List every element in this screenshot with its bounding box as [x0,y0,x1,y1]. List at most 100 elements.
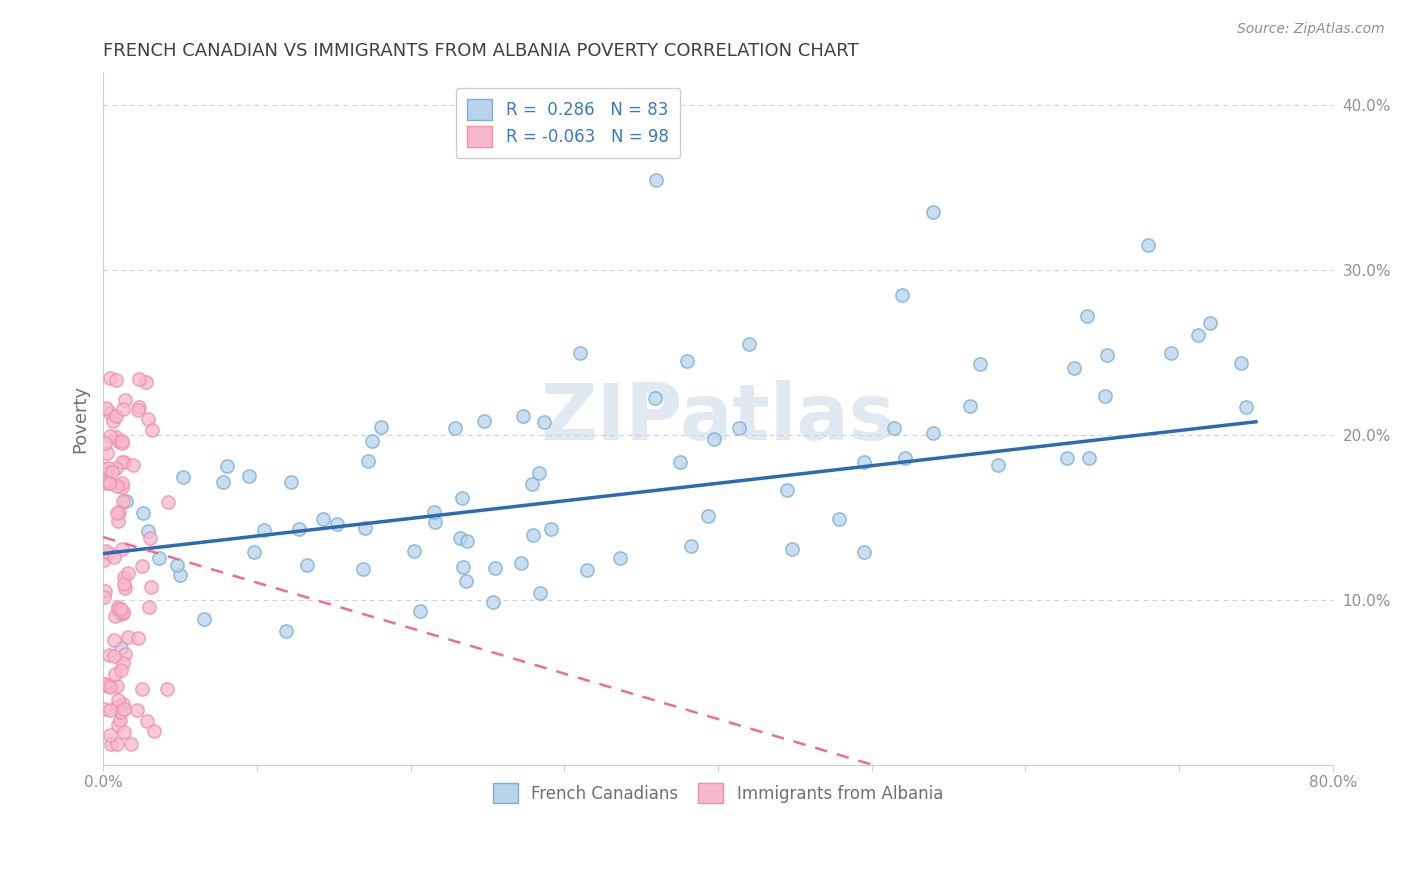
Point [1137,238,1160,252]
Point [987,458,1010,472]
Point [131,506,153,520]
Point [156,495,179,509]
Point [1198,316,1220,330]
Point [131,682,153,697]
Point [105,680,128,694]
Point [112,725,135,739]
Point [1160,346,1182,360]
Point [111,606,134,620]
Point [776,483,799,497]
Point [482,595,505,609]
Point [1095,348,1118,362]
Point [104,667,127,681]
Point [141,580,163,594]
Point [274,624,297,638]
Point [100,429,122,443]
Point [127,402,149,417]
Y-axis label: Poverty: Poverty [72,384,89,452]
Point [105,409,128,424]
Point [112,577,135,591]
Legend: French Canadians, Immigrants from Albania: French Canadians, Immigrants from Albani… [481,772,955,815]
Point [98,371,121,385]
Point [1230,356,1253,370]
Point [853,545,876,559]
Point [484,560,506,574]
Point [108,713,131,727]
Point [423,515,446,529]
Point [98,728,121,742]
Point [853,455,876,469]
Point [136,714,159,729]
Point [172,470,194,484]
Point [644,391,666,405]
Point [540,523,562,537]
Point [104,608,127,623]
Point [111,605,134,619]
Point [959,400,981,414]
Point [456,574,478,588]
Point [103,633,125,648]
Point [136,412,159,426]
Point [107,514,129,528]
Point [93,552,115,566]
Point [280,475,302,490]
Point [105,737,128,751]
Point [94,436,117,450]
Point [94,543,117,558]
Point [105,699,128,714]
Point [111,436,134,450]
Point [94,401,117,415]
Point [361,434,384,448]
Point [238,468,260,483]
Point [243,545,266,559]
Point [883,421,905,435]
Point [98,703,121,717]
Point [110,602,132,616]
Point [98,475,121,490]
Point [112,656,135,670]
Point [107,693,129,707]
Point [110,434,132,449]
Point [922,205,945,219]
Point [969,357,991,371]
Point [253,524,276,538]
Point [112,570,135,584]
Point [117,631,139,645]
Point [449,531,471,545]
Point [101,414,124,428]
Point [352,562,374,576]
Point [98,406,121,420]
Point [1063,360,1085,375]
Point [139,532,162,546]
Point [451,559,474,574]
Point [456,533,478,548]
Point [101,465,124,479]
Point [166,558,188,573]
Point [96,679,118,693]
Point [100,737,122,751]
Point [135,375,157,389]
Point [408,604,430,618]
Point [326,516,349,531]
Point [98,680,121,694]
Point [423,505,446,519]
Point [103,648,125,663]
Point [193,612,215,626]
Point [696,509,718,524]
Point [112,493,135,508]
Point [727,421,749,435]
Point [443,420,465,434]
Point [97,648,120,663]
Point [512,409,534,424]
Point [93,590,115,604]
Point [520,477,543,491]
Point [122,458,145,472]
Point [105,506,128,520]
Point [110,640,132,655]
Point [110,607,132,621]
Point [107,718,129,732]
Point [96,678,118,692]
Point [114,581,136,595]
Point [107,434,129,448]
Point [142,723,165,738]
